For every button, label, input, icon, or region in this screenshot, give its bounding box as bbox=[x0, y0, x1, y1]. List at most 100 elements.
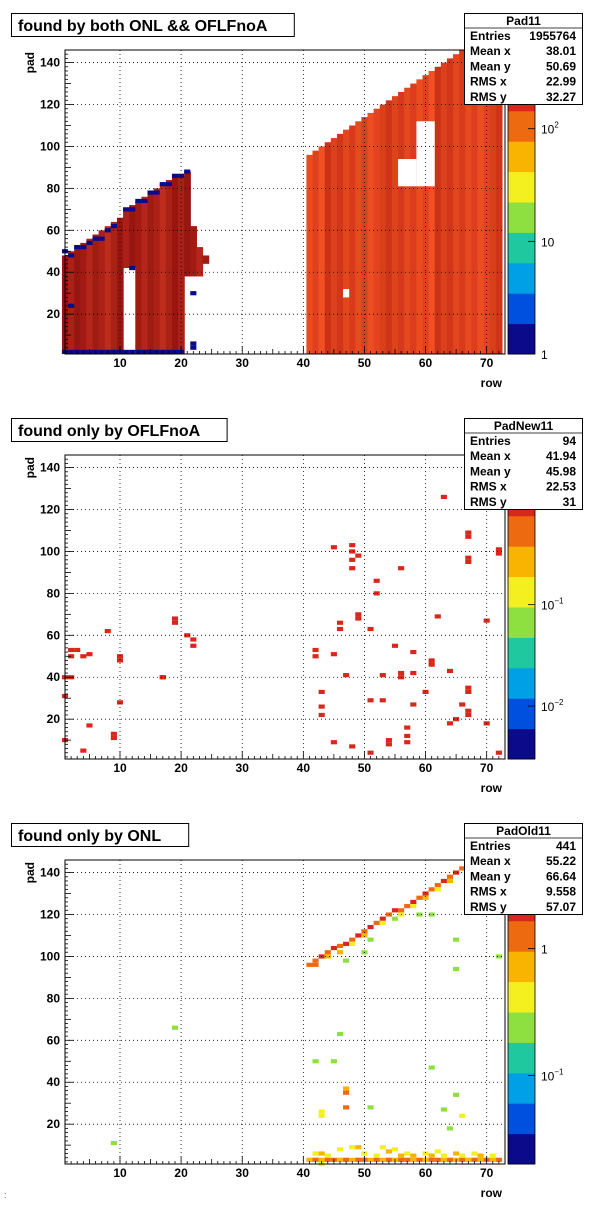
heatmap-bin bbox=[428, 912, 435, 917]
heatmap-bin bbox=[336, 1031, 344, 1037]
x-axis: 10 20 30 40 50 60 70 row bbox=[64, 751, 506, 795]
heatmap-column bbox=[116, 217, 124, 354]
heatmap-bin bbox=[330, 945, 337, 951]
heatmap-bin bbox=[318, 1109, 325, 1114]
color-scale-band bbox=[508, 576, 535, 608]
color-scale-band bbox=[508, 607, 535, 638]
heatmap-bin bbox=[465, 708, 472, 713]
heatmap-bin bbox=[428, 1157, 435, 1162]
heatmap-bin bbox=[343, 958, 350, 963]
heatmap-bin bbox=[92, 236, 99, 241]
heatmap-bin bbox=[355, 1157, 362, 1162]
heatmap-bin bbox=[336, 626, 344, 632]
heatmap-bin bbox=[98, 236, 105, 241]
heatmap-bin bbox=[404, 725, 411, 730]
color-scale-exponent: −1 bbox=[554, 597, 564, 606]
heatmap-bin bbox=[367, 937, 374, 942]
heatmap-column bbox=[477, 50, 485, 354]
heatmap-bin bbox=[116, 700, 124, 705]
heatmap-bin bbox=[171, 173, 179, 178]
heatmap-bin bbox=[428, 658, 435, 663]
color-scale-exponent: −1 bbox=[554, 1067, 564, 1076]
heatmap-column bbox=[123, 209, 130, 269]
heatmap-bin bbox=[349, 937, 356, 942]
heatmap-bin bbox=[330, 652, 337, 657]
heatmap-column bbox=[373, 108, 381, 354]
stats-label: Mean x bbox=[470, 449, 511, 463]
color-scale-band bbox=[508, 1042, 535, 1074]
heatmap-bin bbox=[159, 675, 166, 680]
heatmap-bin bbox=[446, 874, 454, 879]
color-scale-band bbox=[508, 698, 535, 730]
heatmap-column bbox=[404, 87, 411, 355]
heatmap-column bbox=[110, 221, 118, 354]
x-tick-label: 70 bbox=[480, 356, 494, 370]
heatmap-bin bbox=[440, 494, 447, 500]
heatmap-bin bbox=[312, 647, 319, 653]
color-scale-exponent: −2 bbox=[554, 698, 564, 707]
heatmap-bin bbox=[404, 740, 411, 745]
footer-mark: : bbox=[4, 1190, 7, 1200]
heatmap-bin bbox=[440, 1157, 447, 1162]
heatmap-bin bbox=[110, 1140, 117, 1146]
y-tick-label: 140 bbox=[40, 56, 60, 70]
y-tick-label: 100 bbox=[40, 949, 60, 963]
heatmap-bin bbox=[391, 908, 399, 913]
x-tick-label: 20 bbox=[174, 356, 188, 370]
heatmap-bin bbox=[116, 654, 124, 659]
heatmap-bin bbox=[446, 878, 454, 884]
stats-label: RMS y bbox=[470, 900, 507, 914]
heatmap-bin bbox=[410, 899, 417, 905]
y-tick-label: 100 bbox=[40, 544, 60, 558]
x-tick-label: 20 bbox=[174, 1166, 188, 1180]
heatmap-bin bbox=[74, 244, 81, 250]
heatmap-bin bbox=[495, 954, 502, 959]
y-tick-label: 40 bbox=[47, 670, 61, 684]
heatmap-bin bbox=[398, 1157, 405, 1162]
x-tick-label: 10 bbox=[113, 761, 127, 775]
title-frame bbox=[11, 418, 228, 442]
heatmap-bin bbox=[367, 924, 374, 930]
plot-area bbox=[65, 455, 505, 759]
x-axis-title: row bbox=[481, 376, 503, 390]
heatmap-bin bbox=[416, 912, 423, 917]
heatmap-bin bbox=[110, 224, 117, 229]
heatmap-bin bbox=[434, 614, 441, 619]
heatmap-column bbox=[147, 192, 155, 354]
color-scale-label: 1 bbox=[541, 943, 548, 957]
heatmap-bin bbox=[336, 620, 344, 625]
heatmap-bin bbox=[373, 578, 380, 583]
x-tick-label: 20 bbox=[174, 761, 188, 775]
stats-name: PadNew11 bbox=[494, 419, 554, 433]
heatmap-bin bbox=[465, 685, 472, 690]
heatmap-bin bbox=[391, 643, 399, 648]
x-tick-label: 10 bbox=[113, 356, 127, 370]
heatmap-bin bbox=[355, 553, 362, 558]
heatmap-bin bbox=[330, 1059, 337, 1064]
color-scale-band bbox=[508, 637, 535, 669]
heatmap-column bbox=[391, 96, 399, 354]
color-scale-label: 1 bbox=[541, 348, 548, 362]
heatmap-bin bbox=[391, 916, 399, 921]
color-scale-band bbox=[508, 323, 535, 355]
heatmap-column bbox=[343, 129, 350, 354]
heatmap-bin bbox=[465, 712, 472, 718]
heatmap-bin bbox=[336, 950, 344, 955]
y-tick-label: 20 bbox=[47, 712, 61, 726]
heatmap-column bbox=[184, 171, 191, 277]
heatmap-bin bbox=[349, 941, 356, 946]
heatmap-bin bbox=[86, 652, 93, 657]
grid-lines bbox=[65, 455, 505, 759]
x-tick-label: 50 bbox=[358, 356, 372, 370]
y-tick-label: 140 bbox=[40, 461, 60, 475]
heatmap-bin bbox=[453, 870, 460, 875]
heatmap-bin bbox=[446, 721, 454, 726]
chart-title: found only by ONL bbox=[18, 828, 161, 845]
stats-value: 441 bbox=[556, 839, 576, 853]
heatmap-bin bbox=[343, 673, 350, 678]
stats-label: Entries bbox=[470, 839, 511, 853]
